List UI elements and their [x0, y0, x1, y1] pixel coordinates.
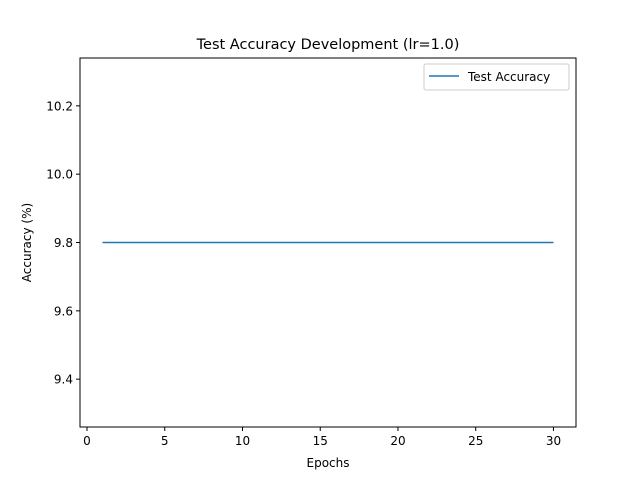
y-tick-label: 10.0	[46, 168, 73, 182]
legend-label: Test Accuracy	[467, 70, 550, 84]
x-tick-label: 15	[313, 434, 328, 448]
chart-title: Test Accuracy Development (lr=1.0)	[196, 37, 460, 53]
x-tick-label: 5	[161, 434, 169, 448]
y-tick-label: 9.8	[54, 236, 73, 250]
legend-box	[423, 63, 570, 91]
y-axis-label: Accuracy (%)	[20, 203, 34, 282]
legend: Test Accuracy	[423, 63, 570, 91]
x-tick-label: 0	[83, 434, 91, 448]
y-tick-label: 9.4	[54, 373, 73, 387]
y-tick-label: 9.6	[54, 304, 73, 318]
x-tick-label: 20	[390, 434, 405, 448]
x-axis: 0 5 10 15 20 25 30	[83, 427, 561, 448]
x-tick-label: 10	[235, 434, 250, 448]
x-tick-label: 30	[546, 434, 561, 448]
x-tick-label: 25	[468, 434, 483, 448]
y-tick-label: 10.2	[46, 99, 73, 113]
x-axis-label: Epochs	[307, 456, 350, 470]
y-axis: 9.4 9.6 9.8 10.0 10.2	[46, 99, 80, 387]
